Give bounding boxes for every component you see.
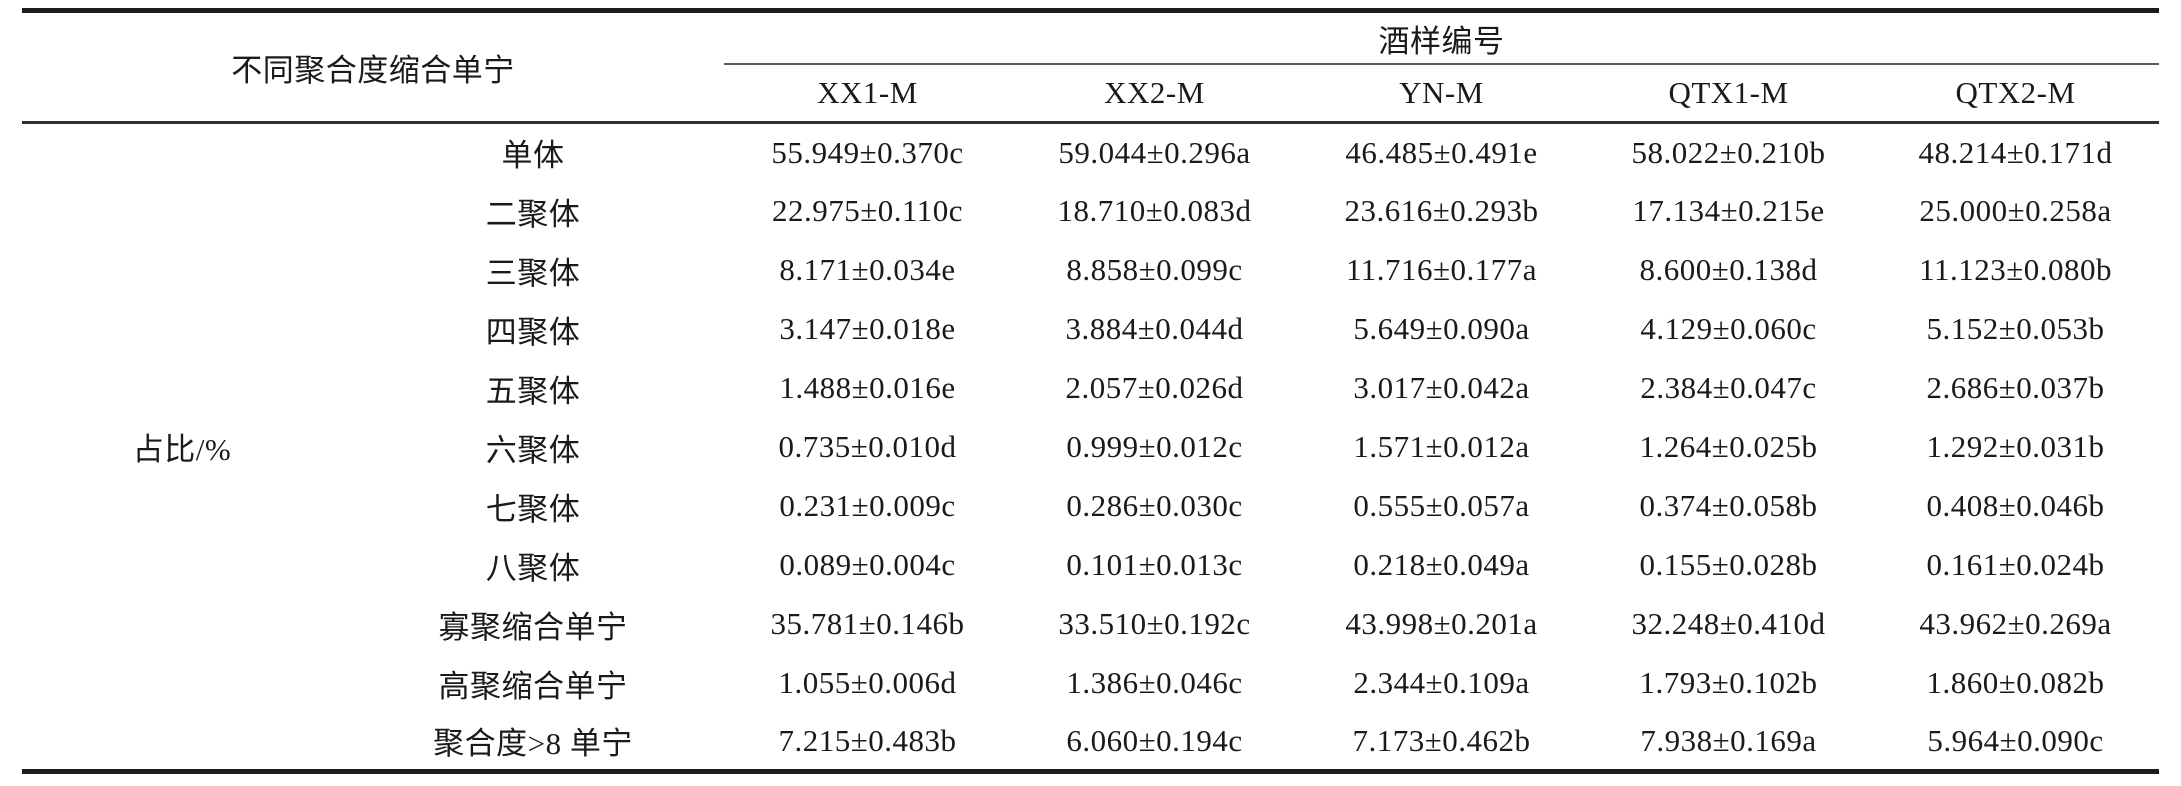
value-cell: 0.218±0.049a [1353, 547, 1530, 582]
value-cell: 32.248±0.410d [1631, 606, 1826, 641]
row-label: 六聚体 [485, 432, 581, 468]
value-cell: 1.860±0.082b [1926, 665, 2105, 700]
tannin-proportion-table: 不同聚合度缩合单宁 酒样编号 XX1-M XX2-M YN-M QTX1-M QTX2-… [22, 8, 2160, 774]
value-cell: 1.055±0.006d [778, 665, 957, 700]
value-cell: 0.089±0.004c [779, 547, 956, 582]
value-cell: 46.485±0.491e [1345, 134, 1538, 170]
value-cell: 3.884±0.044d [1065, 311, 1244, 346]
value-cell: 17.134±0.215e [1632, 193, 1825, 228]
table-row: 二聚体 22.975±0.110c 18.710±0.083d 23.616±0.29… [22, 182, 2159, 241]
row-label: 单体 [501, 138, 565, 174]
value-cell: 5.152±0.053b [1926, 311, 2105, 346]
value-cell: 0.231±0.009c [779, 488, 956, 523]
table-row: 八聚体 0.089±0.004c 0.101±0.013c 0.218±0.049a 0… [22, 536, 2159, 595]
column-header-row: XX1-M XX2-M YN-M QTX1-M QTX2-M [22, 64, 2160, 124]
column-header-xx1-m: XX1-M [724, 64, 1011, 124]
value-cell: 43.962±0.269a [1919, 606, 2112, 641]
value-cell: 1.793±0.102b [1639, 665, 1818, 700]
value-cell: 4.129±0.060c [1640, 311, 1817, 346]
table-row: 六聚体 0.735±0.010d 0.999±0.012c 1.571±0.012a 1… [22, 418, 2159, 477]
value-cell: 48.214±0.171d [1918, 134, 2113, 170]
table-row: 高聚缩合单宁 1.055±0.006d 1.386±0.046c 2.344±0.10… [22, 654, 2159, 713]
row-label: 七聚体 [485, 491, 581, 527]
table-row: 聚合度>8 单宁 7.215±0.483b 6.060±0.194c 7.173±0.… [22, 713, 2159, 772]
value-cell: 1.571±0.012a [1353, 429, 1530, 464]
value-cell: 0.735±0.010d [778, 429, 957, 464]
value-cell: 43.998±0.201a [1345, 606, 1538, 641]
table-row: 四聚体 3.147±0.018e 3.884±0.044d 5.649±0.090a 4… [22, 300, 2159, 359]
column-header-qtx2-m: QTX2-M [1872, 64, 2160, 124]
value-cell: 2.686±0.037b [1926, 370, 2105, 405]
spanner-header-wine-sample-id: 酒样编号 [724, 10, 2160, 65]
value-cell: 0.155±0.028b [1639, 547, 1818, 582]
column-header-qtx1-m: QTX1-M [1585, 64, 1872, 124]
value-cell: 3.147±0.018e [779, 311, 956, 346]
row-label: 寡聚缩合单宁 [438, 609, 628, 645]
value-cell: 18.710±0.083d [1057, 193, 1252, 228]
row-group-label-proportion: 占比/% [132, 432, 232, 467]
value-cell: 0.999±0.012c [1066, 429, 1243, 464]
value-cell: 0.374±0.058b [1639, 488, 1818, 523]
value-cell: 5.964±0.090c [1927, 722, 2104, 758]
value-cell: 6.060±0.194c [1066, 722, 1243, 758]
value-cell: 2.384±0.047c [1640, 370, 1817, 405]
value-cell: 1.292±0.031b [1926, 429, 2105, 464]
table-body: 占比/% 单体 55.949±0.370c 59.044±0.296a 46.485±0… [22, 123, 2159, 772]
table-row: 三聚体 8.171±0.034e 8.858±0.099c 11.716±0.177a… [22, 241, 2159, 300]
value-cell: 7.938±0.169a [1640, 722, 1817, 758]
value-cell: 33.510±0.192c [1058, 606, 1251, 641]
table-row: 七聚体 0.231±0.009c 0.286±0.030c 0.555±0.057a 0… [22, 477, 2159, 536]
value-cell: 23.616±0.293b [1344, 193, 1539, 228]
value-cell: 7.173±0.462b [1352, 722, 1531, 758]
value-cell: 3.017±0.042a [1353, 370, 1530, 405]
value-cell: 0.555±0.057a [1353, 488, 1530, 523]
row-label: 聚合度>8 单宁 [433, 726, 633, 762]
value-cell: 8.858±0.099c [1066, 252, 1243, 287]
table-header: 不同聚合度缩合单宁 酒样编号 XX1-M XX2-M YN-M QTX1-M QTX2-… [22, 10, 2160, 124]
row-label: 八聚体 [485, 550, 581, 586]
row-label: 二聚体 [485, 196, 581, 232]
value-cell: 59.044±0.296a [1058, 134, 1251, 170]
value-cell: 1.488±0.016e [779, 370, 956, 405]
value-cell: 7.215±0.483b [778, 722, 957, 758]
row-label: 五聚体 [485, 373, 581, 409]
value-cell: 11.123±0.080b [1919, 252, 2112, 287]
value-cell: 35.781±0.146b [770, 606, 965, 641]
value-cell: 55.949±0.370c [771, 134, 964, 170]
value-cell: 2.344±0.109a [1353, 665, 1530, 700]
value-cell: 1.264±0.025b [1639, 429, 1818, 464]
row-label: 高聚缩合单宁 [438, 668, 628, 704]
value-cell: 11.716±0.177a [1345, 252, 1538, 287]
value-cell: 8.600±0.138d [1639, 252, 1818, 287]
value-cell: 0.408±0.046b [1926, 488, 2105, 523]
column-header-yn-m: YN-M [1298, 64, 1585, 124]
spanner-header-row: 不同聚合度缩合单宁 酒样编号 [22, 10, 2160, 124]
group-header-tannin-types: 不同聚合度缩合单宁 [22, 10, 724, 124]
table-row: 五聚体 1.488±0.016e 2.057±0.026d 3.017±0.042a 2… [22, 359, 2159, 418]
value-cell: 5.649±0.090a [1353, 311, 1530, 346]
value-cell: 2.057±0.026d [1065, 370, 1244, 405]
table-row: 占比/% 单体 55.949±0.370c 59.044±0.296a 46.485±0… [22, 123, 2159, 467]
column-header-xx2-m: XX2-M [1011, 64, 1298, 124]
value-cell: 25.000±0.258a [1919, 193, 2112, 228]
row-label: 三聚体 [485, 255, 581, 291]
table-row: 寡聚缩合单宁 35.781±0.146b 33.510±0.192c 43.998±0… [22, 595, 2159, 654]
value-cell: 8.171±0.034e [779, 252, 956, 287]
value-cell: 0.101±0.013c [1066, 547, 1243, 582]
value-cell: 22.975±0.110c [771, 193, 964, 228]
value-cell: 0.161±0.024b [1926, 547, 2105, 582]
value-cell: 58.022±0.210b [1631, 134, 1826, 170]
value-cell: 0.286±0.030c [1066, 488, 1243, 523]
value-cell: 1.386±0.046c [1066, 665, 1243, 700]
row-label: 四聚体 [485, 314, 581, 350]
